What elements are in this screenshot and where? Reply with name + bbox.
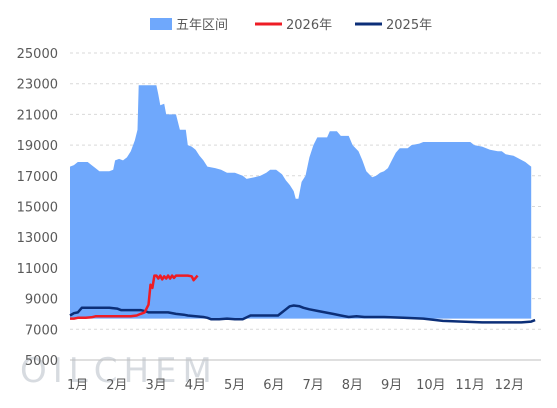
x-tick-label: 1月	[67, 378, 88, 393]
y-tick-label: 9000	[25, 293, 58, 308]
y-tick-label: 13000	[17, 231, 58, 246]
y-tick-label: 23000	[17, 78, 58, 93]
x-tick-label: 2月	[106, 378, 127, 393]
series-line-2026年	[70, 274, 199, 320]
x-tick-label: 12月	[495, 378, 525, 393]
x-tick-label: 4月	[185, 378, 206, 393]
legend: 五年区间 2026年 2025年	[150, 18, 432, 33]
x-tick-label: 10月	[416, 378, 446, 393]
band-area	[70, 85, 532, 319]
x-tick-label: 5月	[224, 378, 245, 393]
legend-label-2026: 2026年	[286, 18, 332, 33]
y-tick-label: 21000	[17, 108, 58, 123]
y-tick-label: 17000	[17, 170, 58, 185]
x-tick-label: 11月	[455, 378, 485, 393]
y-tick-label: 19000	[17, 139, 58, 154]
plot-area	[69, 85, 536, 324]
watermark: OILCHEM	[20, 351, 218, 391]
y-tick-label: 5000	[25, 354, 58, 369]
x-axis: 1月 2月 3月 4月 5月 6月 7月 8月 9月 10月 11月 12月	[67, 359, 541, 393]
x-tick-label: 8月	[342, 378, 363, 393]
y-tick-label: 7000	[25, 323, 58, 338]
legend-label-band: 五年区间	[176, 18, 228, 33]
y-tick-label: 11000	[17, 262, 58, 277]
y-axis: 5000 7000 9000 11000 13000 15000 17000 19000 210…	[17, 47, 58, 369]
y-tick-label: 15000	[17, 201, 58, 216]
x-tick-label: 3月	[145, 378, 166, 393]
x-tick-label: 7月	[302, 378, 323, 393]
y-tick-label: 25000	[17, 47, 58, 62]
series-line-2025年	[69, 304, 536, 324]
legend-swatch-band	[150, 18, 172, 30]
x-tick-label: 6月	[263, 378, 284, 393]
x-tick-label: 9月	[381, 378, 402, 393]
legend-label-2025: 2025年	[386, 18, 432, 33]
